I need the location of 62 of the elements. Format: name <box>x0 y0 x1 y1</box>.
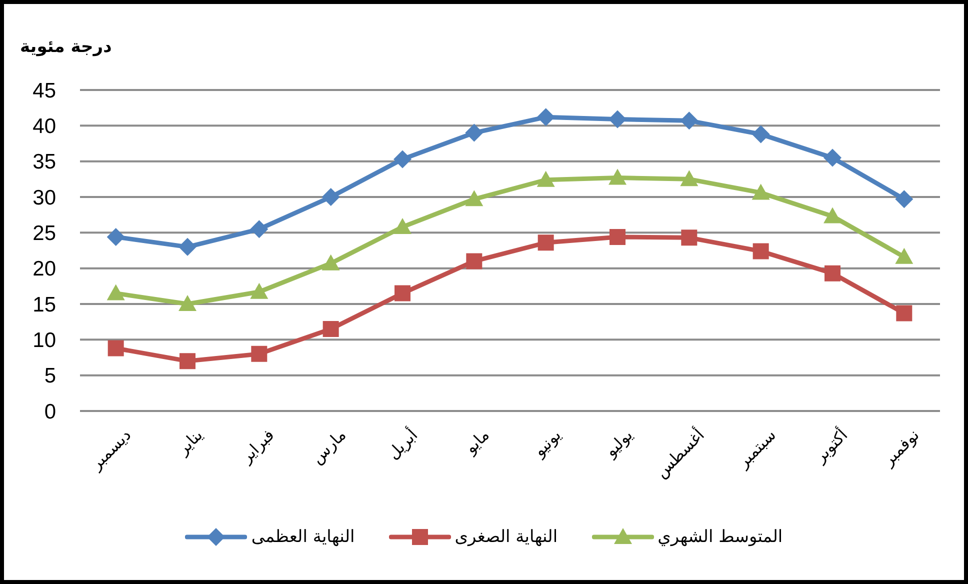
point <box>752 125 770 144</box>
point <box>394 150 412 168</box>
point <box>466 253 482 270</box>
point <box>610 228 626 245</box>
point <box>178 238 196 256</box>
y-tick-label: 0 <box>44 400 56 424</box>
point <box>106 228 125 246</box>
y-tick-label: 40 <box>32 115 56 138</box>
point <box>180 353 196 370</box>
point <box>896 305 912 322</box>
legend-label: النهاية العظمى <box>251 527 355 547</box>
point <box>895 190 914 208</box>
point <box>108 340 124 356</box>
x-tick-label: أبريل <box>382 424 422 463</box>
point <box>536 170 555 187</box>
y-tick-label: 45 <box>32 79 56 102</box>
point <box>106 284 125 300</box>
point <box>322 188 340 206</box>
x-tick-label: ديسمبر <box>86 425 135 474</box>
point <box>322 254 340 270</box>
point <box>250 220 268 238</box>
x-tick-label: يناير <box>172 425 206 459</box>
point <box>680 170 698 186</box>
point <box>465 190 484 206</box>
x-tick-label: مايو <box>460 425 493 458</box>
point <box>250 282 268 299</box>
point <box>608 110 626 128</box>
x-tick-label: نوفمبر <box>878 425 923 470</box>
legend-label: المتوسط الشهري <box>658 527 783 547</box>
y-tick-label: 30 <box>32 186 56 210</box>
point <box>394 285 410 302</box>
point <box>752 243 769 260</box>
x-tick-label: أكتوبر <box>809 424 852 467</box>
x-tick-label: يونيو <box>529 425 565 461</box>
point <box>465 124 484 142</box>
x-tick-label: مارس <box>307 425 350 468</box>
y-tick-label: 20 <box>32 258 56 281</box>
point <box>752 184 770 200</box>
x-tick-label: أغسطس <box>650 424 708 482</box>
x-tick-label: سبتمبر <box>732 425 780 472</box>
point <box>538 234 554 251</box>
x-tick-label: فبراير <box>236 425 278 468</box>
point <box>178 295 196 311</box>
x-tick-label: يوليو <box>600 425 636 462</box>
y-tick-label: 15 <box>32 293 56 316</box>
point <box>394 218 412 234</box>
point <box>322 320 339 337</box>
point <box>608 168 626 185</box>
point <box>824 207 842 224</box>
point <box>824 265 840 282</box>
point <box>251 346 268 362</box>
y-tick-label: 10 <box>32 329 56 352</box>
y-tick-label: 5 <box>44 364 56 388</box>
y-tick-label: 25 <box>32 222 56 246</box>
legend-label: النهاية الصغرى <box>454 527 558 547</box>
point <box>680 112 698 130</box>
point <box>681 230 698 246</box>
point <box>824 148 842 167</box>
point <box>895 248 914 264</box>
y-tick-label: 35 <box>32 150 56 174</box>
y-axis-title: درجة مئوية <box>20 37 112 57</box>
point <box>536 108 555 126</box>
